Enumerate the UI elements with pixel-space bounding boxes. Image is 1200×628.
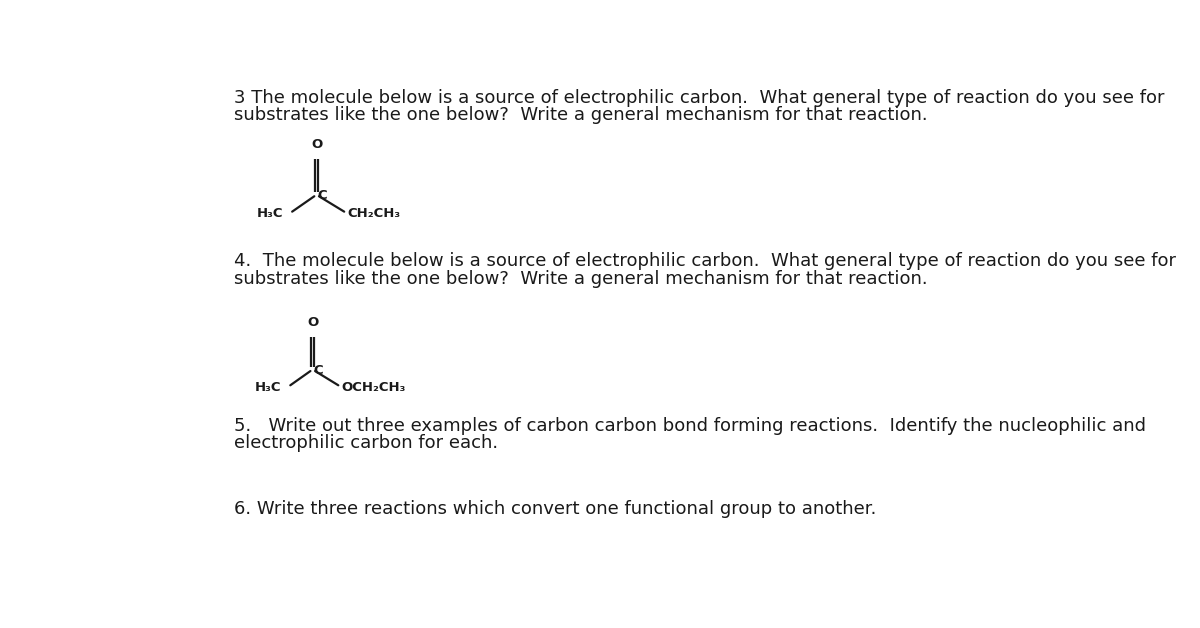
Text: electrophilic carbon for each.: electrophilic carbon for each. (234, 434, 498, 452)
Text: 3 The molecule below is a source of electrophilic carbon.  What general type of : 3 The molecule below is a source of elec… (234, 89, 1164, 107)
Text: substrates like the one below?  Write a general mechanism for that reaction.: substrates like the one below? Write a g… (234, 106, 928, 124)
Text: CH₂CH₃: CH₂CH₃ (347, 207, 401, 220)
Text: H₃C: H₃C (254, 381, 281, 394)
Text: O: O (311, 138, 323, 151)
Text: substrates like the one below?  Write a general mechanism for that reaction.: substrates like the one below? Write a g… (234, 270, 928, 288)
Text: C: C (313, 364, 323, 377)
Text: H₃C: H₃C (257, 207, 283, 220)
Text: C: C (317, 189, 328, 202)
Text: 5.   Write out three examples of carbon carbon bond forming reactions.  Identify: 5. Write out three examples of carbon ca… (234, 417, 1146, 435)
Text: O: O (307, 317, 318, 330)
Text: OCH₂CH₃: OCH₂CH₃ (342, 381, 406, 394)
Text: 6. Write three reactions which convert one functional group to another.: 6. Write three reactions which convert o… (234, 500, 876, 517)
Text: 4.  The molecule below is a source of electrophilic carbon.  What general type o: 4. The molecule below is a source of ele… (234, 252, 1176, 271)
